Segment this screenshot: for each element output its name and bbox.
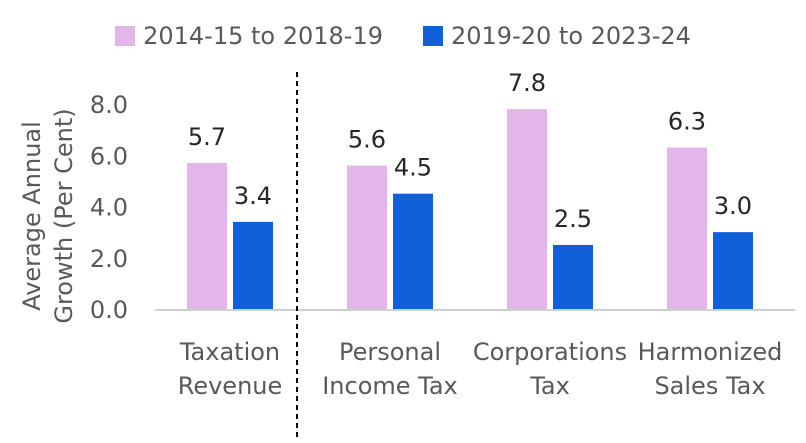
data-label: 6.3	[668, 108, 706, 136]
y-axis-title-line: Growth (Per Cent)	[50, 108, 78, 323]
bar-3-series-2	[713, 232, 753, 309]
y-tick-label: 8.0	[90, 91, 128, 119]
x-tick-label: Taxation	[179, 338, 280, 366]
legend-label-series-1: 2014-15 to 2018-19	[143, 22, 383, 50]
y-tick-label: 2.0	[90, 245, 128, 273]
x-tick-label: Sales Tax	[654, 372, 765, 400]
x-tick-label: Personal	[339, 338, 441, 366]
data-label: 5.7	[188, 123, 226, 151]
bar-0-series-2	[233, 221, 273, 309]
legend-swatch-series-2	[423, 26, 443, 46]
y-tick-label: 0.0	[90, 296, 128, 324]
data-label: 7.8	[508, 69, 546, 97]
bar-0-series-1	[187, 162, 227, 309]
x-tick-label: Corporations	[473, 338, 627, 366]
data-label: 2.5	[554, 205, 592, 233]
bar-2-series-1	[507, 109, 547, 309]
legend-item-series-1: 2014-15 to 2018-19	[115, 22, 383, 50]
data-label: 3.4	[234, 182, 272, 210]
legend-label-series-2: 2019-20 to 2023-24	[451, 22, 691, 50]
legend-item-series-2: 2019-20 to 2023-24	[423, 22, 691, 50]
x-tick-label: Income Tax	[322, 372, 458, 400]
y-tick-label: 6.0	[90, 142, 128, 170]
data-label: 3.0	[714, 192, 752, 220]
y-tick-label: 4.0	[90, 194, 128, 222]
bar-2-series-2	[553, 244, 593, 309]
bar-1-series-1	[347, 165, 387, 309]
y-axis-title-line: Average Annual	[18, 121, 46, 311]
legend-swatch-series-1	[115, 26, 136, 46]
bar-1-series-2	[393, 193, 433, 309]
x-tick-label: Tax	[529, 372, 570, 400]
chart-legend: 2014-15 to 2018-19 2019-20 to 2023-24	[0, 22, 806, 50]
x-tick-label: Harmonized	[638, 338, 783, 366]
bar-3-series-1	[667, 147, 707, 309]
data-label: 5.6	[348, 126, 386, 154]
data-label: 4.5	[394, 154, 432, 182]
x-tick-label: Revenue	[178, 372, 283, 400]
